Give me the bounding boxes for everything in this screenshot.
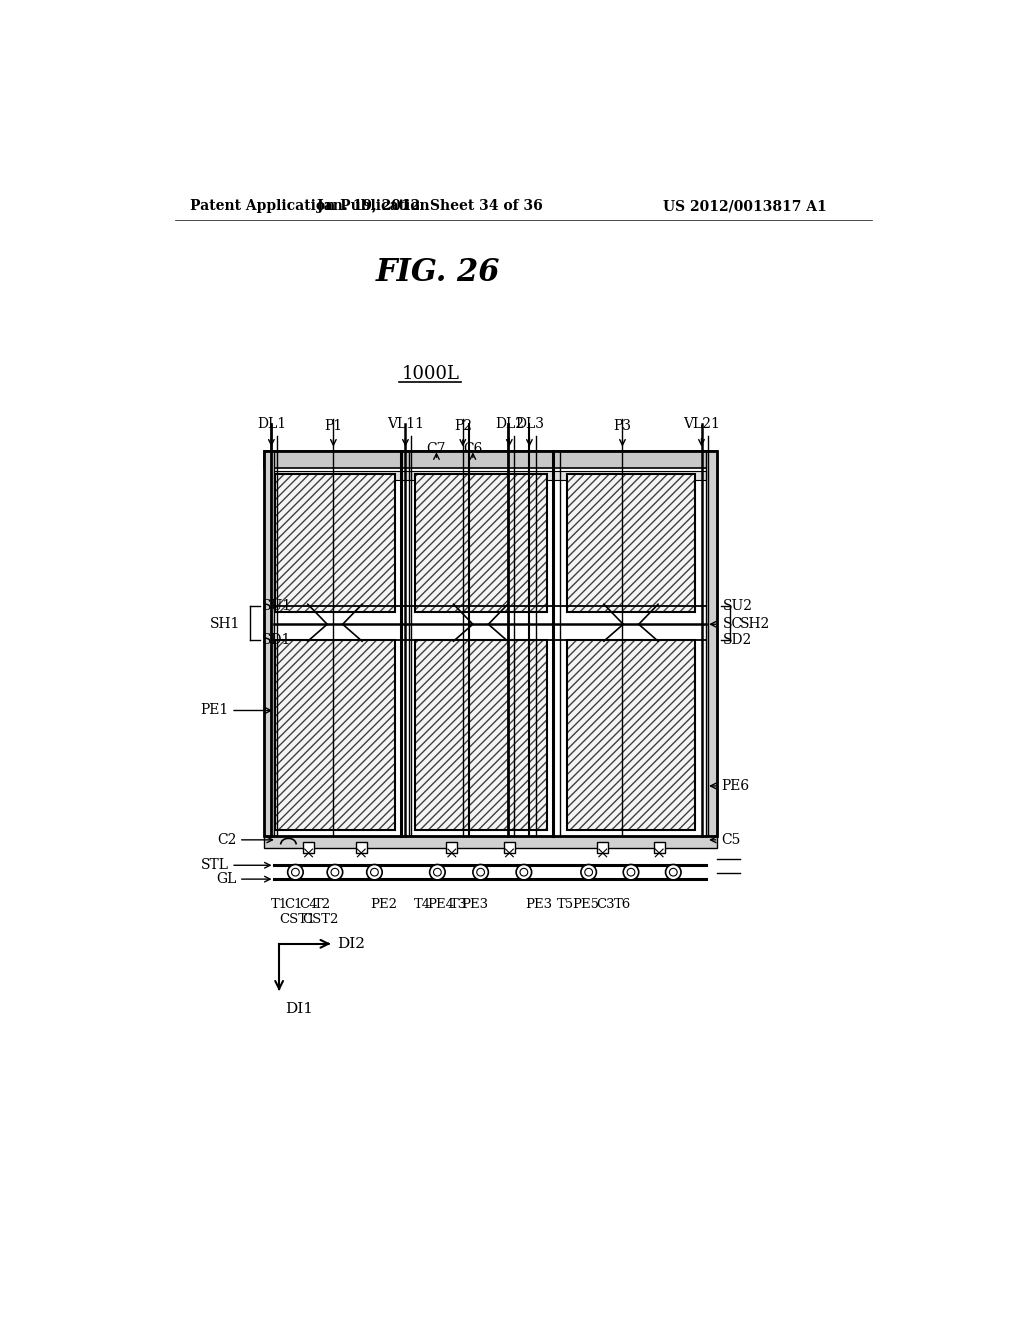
Bar xyxy=(263,451,717,836)
Text: VL21: VL21 xyxy=(683,417,720,430)
Text: PE4: PE4 xyxy=(427,898,454,911)
Bar xyxy=(566,640,695,830)
Bar xyxy=(653,842,665,853)
Text: SH1: SH1 xyxy=(210,618,241,631)
Bar xyxy=(303,842,314,853)
Text: T2: T2 xyxy=(314,898,331,911)
Text: C2: C2 xyxy=(217,833,237,847)
Circle shape xyxy=(670,869,677,876)
Circle shape xyxy=(477,869,484,876)
Circle shape xyxy=(328,865,343,880)
Circle shape xyxy=(292,869,299,876)
Circle shape xyxy=(367,865,382,880)
Text: C6: C6 xyxy=(463,442,482,455)
Bar xyxy=(275,474,394,612)
Text: PE3: PE3 xyxy=(462,898,488,911)
Bar xyxy=(275,640,394,830)
Bar xyxy=(566,474,695,612)
Text: PE1: PE1 xyxy=(201,704,228,718)
Bar xyxy=(356,842,367,853)
Text: SU2: SU2 xyxy=(723,599,754,612)
Text: SD1: SD1 xyxy=(262,632,292,647)
Text: C4: C4 xyxy=(299,898,317,911)
Bar xyxy=(263,451,274,836)
Bar xyxy=(415,474,547,612)
Text: DI2: DI2 xyxy=(337,937,366,950)
Text: SC: SC xyxy=(723,618,743,631)
Text: PE5: PE5 xyxy=(571,898,599,911)
Text: SU1: SU1 xyxy=(262,599,292,612)
Circle shape xyxy=(581,865,596,880)
Circle shape xyxy=(520,869,527,876)
Bar xyxy=(415,474,547,612)
Text: SH2: SH2 xyxy=(740,618,770,631)
Text: T4: T4 xyxy=(414,898,431,911)
Text: DL1: DL1 xyxy=(257,417,286,430)
Text: T5: T5 xyxy=(556,898,573,911)
Bar xyxy=(566,474,695,612)
Circle shape xyxy=(516,865,531,880)
Text: FIG. 26: FIG. 26 xyxy=(376,257,501,288)
Circle shape xyxy=(331,869,339,876)
Text: C5: C5 xyxy=(721,833,740,847)
Text: US 2012/0013817 A1: US 2012/0013817 A1 xyxy=(663,199,826,213)
Circle shape xyxy=(627,869,635,876)
Text: CST2: CST2 xyxy=(302,913,338,927)
Text: T1: T1 xyxy=(271,898,289,911)
Text: P2: P2 xyxy=(454,418,472,433)
Text: C3: C3 xyxy=(596,898,614,911)
Bar xyxy=(275,474,394,612)
Circle shape xyxy=(288,865,303,880)
Bar xyxy=(275,640,394,830)
Text: Jan. 19, 2012  Sheet 34 of 36: Jan. 19, 2012 Sheet 34 of 36 xyxy=(317,199,543,213)
Circle shape xyxy=(473,865,488,880)
Text: PE3: PE3 xyxy=(525,898,552,911)
Text: SD2: SD2 xyxy=(723,632,753,647)
Bar xyxy=(566,640,695,830)
Circle shape xyxy=(433,869,441,876)
Bar xyxy=(415,640,547,830)
Text: T3: T3 xyxy=(450,898,467,911)
Bar xyxy=(707,451,717,836)
Bar xyxy=(446,842,458,853)
Text: STL: STL xyxy=(201,858,228,873)
Text: P1: P1 xyxy=(325,418,342,433)
Circle shape xyxy=(430,865,445,880)
Text: PE2: PE2 xyxy=(371,898,397,911)
Bar xyxy=(597,842,608,853)
Circle shape xyxy=(666,865,681,880)
Text: 1000L: 1000L xyxy=(401,366,459,383)
Text: GL: GL xyxy=(216,873,237,886)
Text: Patent Application Publication: Patent Application Publication xyxy=(190,199,430,213)
Text: DL2: DL2 xyxy=(495,417,524,430)
Bar xyxy=(263,471,717,480)
Text: DI1: DI1 xyxy=(286,1002,313,1015)
Text: C1: C1 xyxy=(284,898,302,911)
Text: CST1: CST1 xyxy=(279,913,315,927)
Text: P3: P3 xyxy=(613,418,632,433)
Bar xyxy=(504,842,515,853)
Text: VL11: VL11 xyxy=(387,417,424,430)
Text: C7: C7 xyxy=(427,442,446,455)
Bar xyxy=(263,836,717,847)
Circle shape xyxy=(585,869,593,876)
Text: PE6: PE6 xyxy=(721,779,749,793)
Circle shape xyxy=(624,865,639,880)
Bar xyxy=(263,451,717,469)
Text: DL3: DL3 xyxy=(515,417,544,430)
Bar xyxy=(415,640,547,830)
Text: T6: T6 xyxy=(613,898,631,911)
Circle shape xyxy=(371,869,378,876)
